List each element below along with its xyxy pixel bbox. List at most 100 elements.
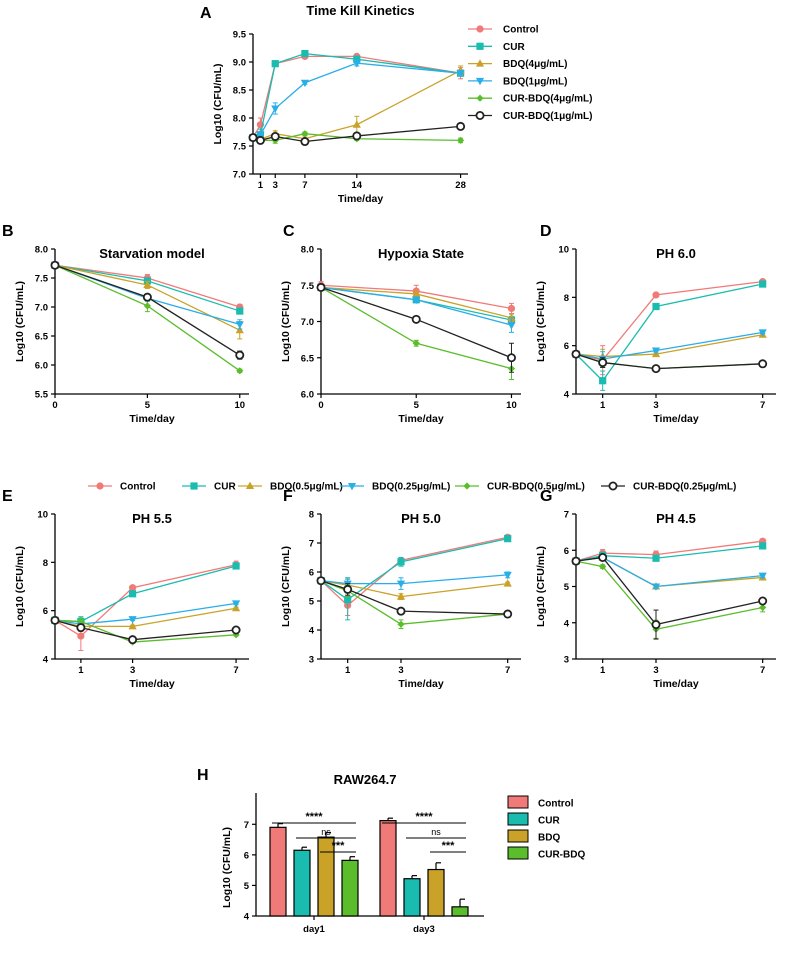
legend-swatch xyxy=(507,829,529,843)
legend-label: BDQ(1μg/mL) xyxy=(503,76,567,87)
data-point xyxy=(128,621,137,630)
y-tick-label: 4 xyxy=(309,626,315,637)
y-axis-label: Log10 (CFU/mL) xyxy=(280,546,292,627)
panel-label: E xyxy=(2,488,13,505)
series-line xyxy=(575,283,763,382)
data-point xyxy=(300,137,310,147)
bar-cur-day3 xyxy=(403,878,421,917)
x-tick-label: 0 xyxy=(52,400,57,411)
y-tick-label: 5 xyxy=(244,881,250,892)
x-tick-label: 3 xyxy=(398,665,403,676)
series-line xyxy=(320,574,508,585)
y-tick-label: 8 xyxy=(564,293,569,304)
significance-label: **** xyxy=(415,811,433,823)
x-tick-label: 3 xyxy=(653,400,658,411)
y-tick-label: 8.0 xyxy=(35,245,48,256)
data-point xyxy=(507,304,516,313)
panel-label: C xyxy=(283,223,295,240)
panel-c: C Hypoxia State 6.0 6.5 7.0 7.5 8.0 0 5 10 Time/da… xyxy=(280,223,521,425)
chart-title: Time Kill Kinetics xyxy=(306,3,414,18)
y-tick-label: 7.0 xyxy=(35,303,48,314)
y-tick-label: 3 xyxy=(309,655,314,666)
data-point xyxy=(599,377,607,385)
x-axis-label: Time/day xyxy=(653,678,698,690)
data-point xyxy=(759,542,767,550)
series-control xyxy=(317,533,512,616)
chart-title: RAW264.7 xyxy=(334,772,397,787)
series-line xyxy=(575,540,763,562)
x-tick-label: 1 xyxy=(600,400,606,411)
x-tick-label: 3 xyxy=(273,180,278,191)
bar-bdq-day3 xyxy=(427,868,445,917)
chart-title: PH 6.0 xyxy=(656,246,696,261)
y-tick-label: 8.0 xyxy=(301,245,314,256)
series-cur-bdq-0-5-g-ml xyxy=(572,557,767,639)
y-tick-label: 6 xyxy=(244,850,249,861)
y-tick-label: 7.5 xyxy=(301,281,315,292)
data-point xyxy=(411,314,421,324)
x-axis-label: Time/day xyxy=(129,413,174,425)
series-line xyxy=(575,331,763,360)
x-tick-label: 3 xyxy=(653,665,658,676)
data-point xyxy=(456,121,466,131)
data-point xyxy=(232,562,240,570)
legend-label: Control xyxy=(503,25,539,36)
x-axis-label: Time/day xyxy=(338,193,383,205)
series-line xyxy=(54,619,237,641)
series-cur-bdq-0-25-g-ml xyxy=(50,615,241,645)
legend-label: BDQ(4μg/mL) xyxy=(503,59,567,70)
data-point xyxy=(652,554,660,562)
chart-title: PH 4.5 xyxy=(656,511,696,526)
legend: Control CUR BDQ CUR-BDQ xyxy=(507,795,585,861)
data-point xyxy=(507,322,516,330)
y-tick-label: 8 xyxy=(309,510,314,521)
data-point xyxy=(343,584,353,594)
data-point xyxy=(128,635,138,645)
y-tick-label: 5 xyxy=(564,582,570,593)
bar-control-day3 xyxy=(379,820,397,917)
y-tick-label: 7.0 xyxy=(233,170,246,181)
x-tick-label: 7 xyxy=(760,400,765,411)
chart-title: PH 5.0 xyxy=(401,511,441,526)
y-tick-label: 6.0 xyxy=(301,390,314,401)
bar-cur-bdq-day3 xyxy=(451,906,469,917)
panel-h: H RAW264.7 4 5 6 7 Log10 (CFU/mL) day1 day3 **** n… xyxy=(197,767,585,935)
panel-label: H xyxy=(197,767,209,784)
data-point xyxy=(412,296,421,305)
data-point xyxy=(316,282,326,292)
significance-label: **** xyxy=(305,811,323,823)
x-tick-label: 0 xyxy=(318,400,323,411)
y-tick-label: 7.0 xyxy=(301,317,314,328)
data-point xyxy=(651,583,661,591)
legend-label: CUR-BDQ(0.5μg/mL) xyxy=(487,482,585,493)
data-point xyxy=(598,358,608,368)
data-point xyxy=(397,620,405,628)
y-tick-label: 4 xyxy=(244,912,250,923)
data-point xyxy=(352,131,362,141)
data-point xyxy=(76,623,86,633)
y-tick-label: 9.0 xyxy=(233,58,246,69)
x-tick-label: 7 xyxy=(760,665,765,676)
series-line xyxy=(320,580,508,598)
data-point xyxy=(143,280,152,288)
data-point xyxy=(271,60,279,68)
data-point xyxy=(77,632,85,640)
y-tick-label: 6 xyxy=(43,606,48,617)
panel-d: D PH 6.0 4 6 8 10 1 3 7 Time/day Log10 (CFU/mL) xyxy=(535,223,776,425)
data-point xyxy=(758,359,768,369)
data-point xyxy=(236,367,244,375)
data-point xyxy=(397,558,405,566)
y-tick-label: 3 xyxy=(564,655,569,666)
data-point xyxy=(651,347,661,355)
series-cur-bdq-0-25-g-ml xyxy=(316,282,516,373)
y-axis-label: Log10 (CFU/mL) xyxy=(221,827,233,908)
data-point xyxy=(300,79,309,88)
x-tick-label: 5 xyxy=(145,400,151,411)
series-line xyxy=(320,538,508,601)
data-point xyxy=(143,302,151,310)
legend-marker xyxy=(476,94,484,102)
y-axis-label: Log10 (CFU/mL) xyxy=(535,281,547,362)
data-point xyxy=(456,136,465,144)
x-tick-label: 10 xyxy=(234,400,245,411)
legend-label: Control xyxy=(538,799,574,810)
